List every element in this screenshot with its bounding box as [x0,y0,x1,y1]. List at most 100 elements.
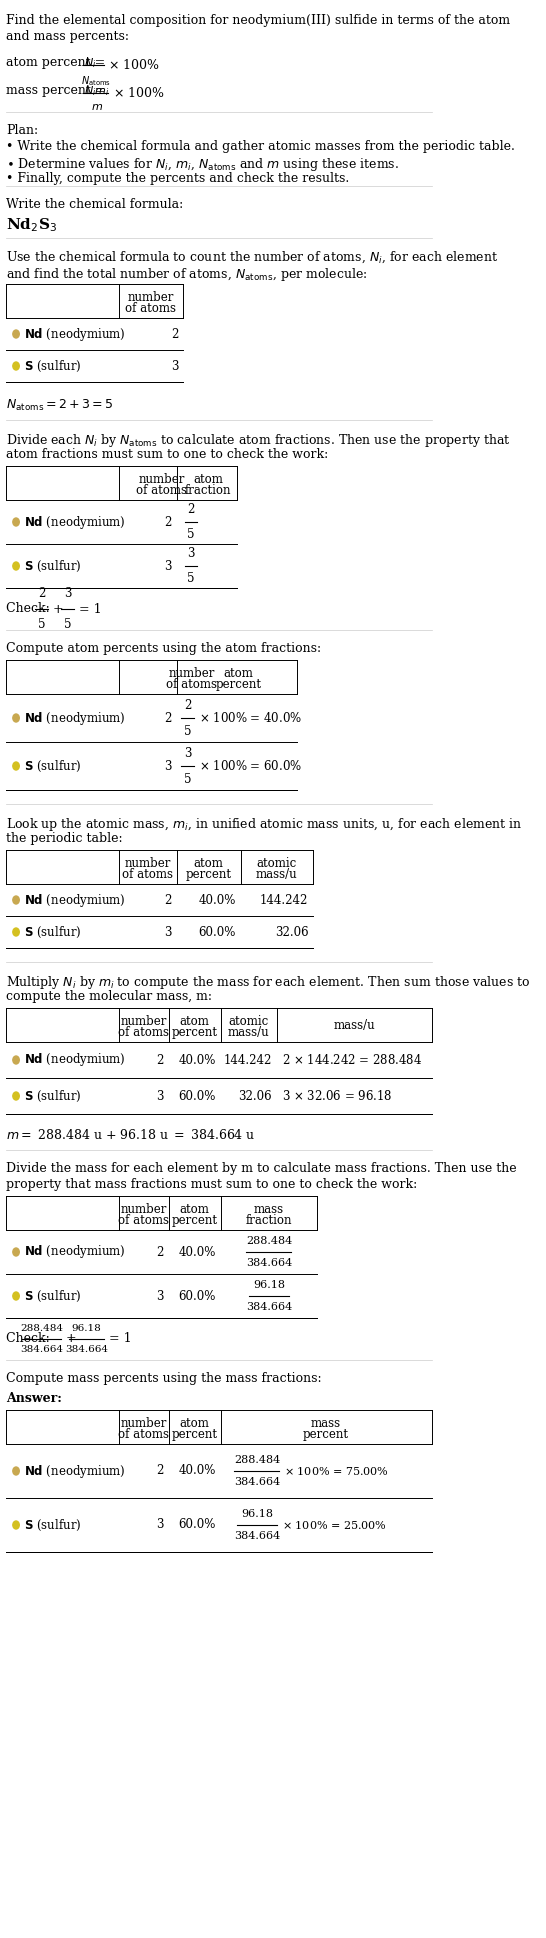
Text: atomic: atomic [229,1016,269,1027]
Text: $\times$ 100% = 75.00%: $\times$ 100% = 75.00% [284,1465,389,1477]
Text: $m =$ 288.484 u $+$ 96.18 u $=$ 384.664 u: $m =$ 288.484 u $+$ 96.18 u $=$ 384.664 … [7,1128,256,1141]
Text: Find the elemental composition for neodymium(III) sulfide in terms of the atom: Find the elemental composition for neody… [7,14,511,27]
Text: percent: percent [171,1025,217,1039]
Text: 3: 3 [164,926,172,938]
Text: 2: 2 [171,328,178,341]
Text: of atoms: of atoms [118,1428,169,1442]
Text: atom: atom [179,1016,209,1027]
Text: 384.664: 384.664 [234,1477,280,1486]
Circle shape [13,713,19,723]
Text: Divide each $N_i$ by $N_\mathrm{atoms}$ to calculate atom fractions. Then use th: Divide each $N_i$ by $N_\mathrm{atoms}$ … [7,432,511,450]
Text: 3: 3 [156,1519,164,1531]
Text: number: number [128,291,174,304]
Text: 2: 2 [156,1246,164,1258]
Text: 2: 2 [184,700,192,711]
Text: $\bf{Nd}$ (neodymium): $\bf{Nd}$ (neodymium) [24,1244,126,1260]
Text: number: number [121,1016,167,1027]
Text: of atoms: of atoms [167,678,217,692]
Circle shape [13,1056,19,1064]
Text: atomic: atomic [257,857,297,870]
Circle shape [13,517,19,525]
Text: mass/u: mass/u [228,1025,270,1039]
Text: 2: 2 [156,1465,164,1477]
Text: percent: percent [171,1213,217,1227]
Text: and find the total number of atoms, $N_\mathrm{atoms}$, per molecule:: and find the total number of atoms, $N_\… [7,266,368,283]
Text: = 1: = 1 [79,603,102,616]
Text: Look up the atomic mass, $m_i$, in unified atomic mass units, u, for each elemen: Look up the atomic mass, $m_i$, in unifi… [7,816,523,833]
Text: property that mass fractions must sum to one to check the work:: property that mass fractions must sum to… [7,1178,418,1192]
Circle shape [13,1521,19,1529]
Text: 144.242: 144.242 [224,1054,272,1066]
Circle shape [13,329,19,337]
Text: mass percent =: mass percent = [7,83,110,97]
Text: $\bf{Nd}$ (neodymium): $\bf{Nd}$ (neodymium) [24,326,126,343]
Text: $\bf{Nd}$ (neodymium): $\bf{Nd}$ (neodymium) [24,709,126,727]
Text: +: + [66,1333,76,1345]
Text: 60.0%: 60.0% [179,1289,216,1302]
Text: fraction: fraction [185,484,231,496]
Text: 5: 5 [187,527,195,541]
Text: $N_i$: $N_i$ [84,56,97,70]
Text: 384.664: 384.664 [246,1258,292,1267]
Text: 5: 5 [184,725,192,738]
Text: of atoms: of atoms [126,302,176,316]
Text: 40.0%: 40.0% [199,893,236,907]
Text: 3: 3 [164,560,172,572]
Text: 40.0%: 40.0% [179,1465,216,1477]
Text: percent: percent [186,868,232,882]
Text: atom fractions must sum to one to check the work:: atom fractions must sum to one to check … [7,448,329,461]
Text: $\times$ 100% = 60.0%: $\times$ 100% = 60.0% [199,760,302,773]
Text: percent: percent [171,1428,217,1442]
Text: • Finally, compute the percents and check the results.: • Finally, compute the percents and chec… [7,172,349,184]
Text: number: number [138,473,185,486]
Text: 60.0%: 60.0% [199,926,236,938]
Text: 384.664: 384.664 [65,1345,108,1355]
Text: 2: 2 [187,504,195,516]
Circle shape [13,562,19,570]
Circle shape [13,1248,19,1256]
Text: 96.18: 96.18 [241,1510,273,1519]
Text: 2: 2 [164,516,172,529]
Text: $\bf{Nd}$ (neodymium): $\bf{Nd}$ (neodymium) [24,1052,126,1068]
Text: 60.0%: 60.0% [179,1519,216,1531]
Text: 2: 2 [164,711,172,725]
Text: 40.0%: 40.0% [179,1054,216,1066]
Text: $N_\mathrm{atoms}$: $N_\mathrm{atoms}$ [81,74,111,87]
Text: compute the molecular mass, m:: compute the molecular mass, m: [7,990,212,1004]
Text: atom: atom [194,857,224,870]
Text: Plan:: Plan: [7,124,39,138]
Text: Check:: Check: [7,603,54,614]
Text: number: number [124,857,171,870]
Text: +: + [53,603,63,616]
Text: Divide the mass for each element by m to calculate mass fractions. Then use the: Divide the mass for each element by m to… [7,1163,517,1174]
Text: 96.18: 96.18 [253,1279,285,1291]
Text: $N_\mathrm{atoms} = 2 + 3 = 5$: $N_\mathrm{atoms} = 2 + 3 = 5$ [7,397,114,413]
Text: fraction: fraction [246,1213,292,1227]
Text: of atoms: of atoms [118,1025,169,1039]
Text: atom: atom [179,1203,209,1215]
Text: $\bf{S}$ (sulfur): $\bf{S}$ (sulfur) [24,359,81,374]
Text: $\bf{S}$ (sulfur): $\bf{S}$ (sulfur) [24,558,81,574]
Circle shape [13,762,19,769]
Text: 5: 5 [184,773,192,787]
Text: $N_i m_i$: $N_i m_i$ [84,83,110,97]
Text: of atoms: of atoms [122,868,173,882]
Text: 3: 3 [164,760,172,773]
Text: = 1: = 1 [109,1333,132,1345]
Text: 144.242: 144.242 [260,893,308,907]
Text: $\bf{S}$ (sulfur): $\bf{S}$ (sulfur) [24,924,81,940]
Text: $\times$ 100% = 25.00%: $\times$ 100% = 25.00% [282,1519,387,1531]
Text: 3: 3 [156,1089,164,1103]
Text: number: number [121,1203,167,1215]
Text: 3: 3 [187,547,195,560]
Text: 32.06: 32.06 [275,926,308,938]
Text: 5: 5 [64,618,71,632]
Text: $\bf{S}$ (sulfur): $\bf{S}$ (sulfur) [24,758,81,773]
Text: 3: 3 [156,1289,164,1302]
Text: $\times$ 100% = 40.0%: $\times$ 100% = 40.0% [199,711,302,725]
Text: $\bf{S}$ (sulfur): $\bf{S}$ (sulfur) [24,1517,81,1533]
Text: 384.664: 384.664 [234,1531,280,1541]
Text: number: number [121,1417,167,1430]
Text: $\times$ 100%: $\times$ 100% [113,85,165,101]
Text: atom percent =: atom percent = [7,56,110,70]
